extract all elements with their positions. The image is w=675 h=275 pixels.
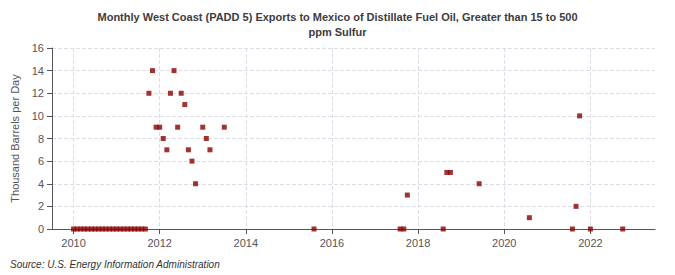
svg-text:Monthly West Coast (PADD 5) Ex: Monthly West Coast (PADD 5) Exports to M… [97,11,577,23]
svg-text:0: 0 [38,223,44,235]
svg-text:2018: 2018 [406,237,430,249]
svg-text:2016: 2016 [320,237,344,249]
svg-text:2020: 2020 [492,237,516,249]
svg-text:2014: 2014 [234,237,258,249]
svg-text:2012: 2012 [147,237,171,249]
svg-text:14: 14 [32,65,44,77]
svg-text:ppm Sulfur: ppm Sulfur [308,26,367,38]
svg-text:Thousand Barrels per Day: Thousand Barrels per Day [9,74,21,203]
svg-text:Source: U.S. Energy Informatio: Source: U.S. Energy Information Administ… [10,259,220,270]
svg-text:8: 8 [38,133,44,145]
svg-text:12: 12 [32,87,44,99]
svg-text:2022: 2022 [578,237,602,249]
svg-text:2010: 2010 [61,237,85,249]
svg-text:10: 10 [32,110,44,122]
svg-text:6: 6 [38,155,44,167]
svg-text:2: 2 [38,200,44,212]
svg-text:4: 4 [38,178,44,190]
svg-text:16: 16 [32,42,44,54]
